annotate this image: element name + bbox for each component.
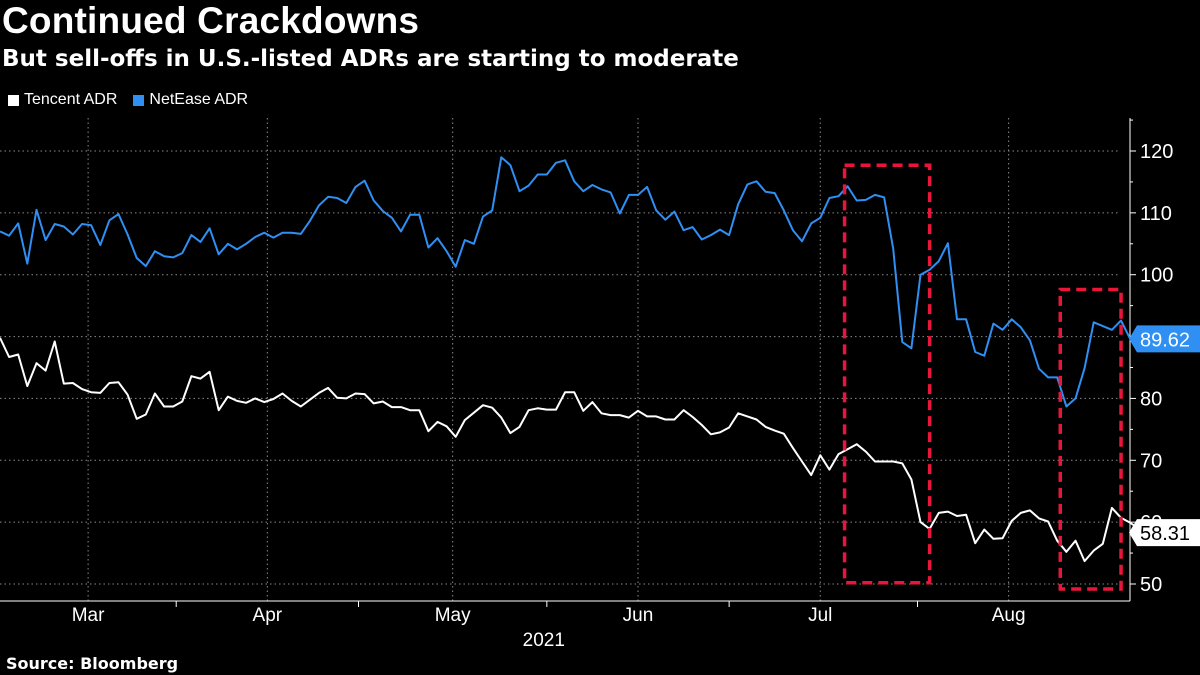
y-tick-label: 120 (1140, 141, 1173, 163)
legend-label-netease: NetEase ADR (149, 91, 249, 108)
legend-swatch-tencent (8, 94, 19, 106)
legend-swatch-netease (133, 94, 145, 106)
y-tick-label: 70 (1140, 450, 1162, 472)
y-tick-label: 100 (1140, 265, 1173, 287)
series-line-tencent-adr (0, 337, 1149, 563)
legend-item-tencent: Tencent ADR (8, 91, 117, 109)
legend-item-netease: NetEase ADR (133, 91, 248, 109)
y-tick-label: 50 (1140, 574, 1162, 596)
x-tick-label: Aug (992, 605, 1026, 626)
last-value-callout (1129, 519, 1200, 547)
chart-title: Continued Crackdowns (2, 0, 420, 41)
legend-label-tencent: Tencent ADR (24, 91, 118, 108)
x-tick-label: Mar (72, 605, 105, 626)
x-tick-label: Jul (808, 605, 832, 626)
y-tick-label: 80 (1140, 388, 1162, 410)
legend: Tencent ADR NetEase ADR (8, 91, 248, 109)
highlight-box-2 (1058, 287, 1123, 591)
highlight-box-1 (842, 163, 932, 585)
x-tick-label: May (435, 605, 471, 626)
x-tick-label: Jun (623, 605, 654, 626)
chart-subtitle: But sell-offs in U.S.-listed ADRs are st… (2, 46, 739, 72)
last-value-callout (1129, 325, 1200, 353)
last-value-label: 58.31 (1140, 523, 1190, 545)
y-tick-label: 110 (1140, 203, 1172, 225)
last-value-label: 89.62 (1140, 329, 1190, 351)
source-note: Source: Bloomberg (6, 654, 179, 673)
x-year-label: 2021 (523, 630, 565, 651)
x-tick-label: Apr (253, 605, 283, 626)
series-line-netease-adr (0, 156, 1132, 408)
